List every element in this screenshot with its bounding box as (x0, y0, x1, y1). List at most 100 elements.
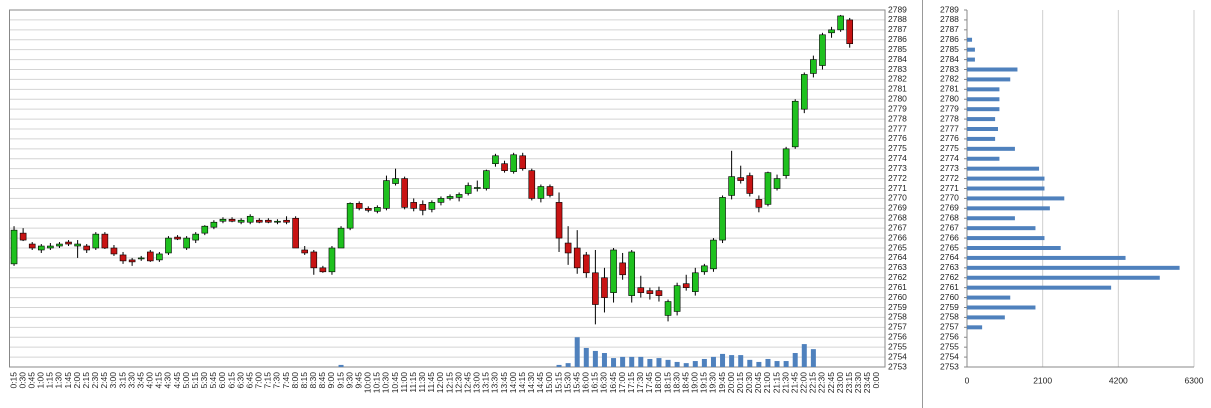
y-tick-label: 2761 (888, 282, 907, 292)
x-tick-label: 11:00 (399, 372, 409, 393)
x-tick-label: 11:30 (417, 372, 427, 393)
x-tick-label: 17:30 (635, 372, 645, 394)
volume-bar (801, 344, 807, 367)
x-tick-label: 22:30 (817, 372, 827, 394)
candle-body (392, 178, 399, 184)
y-tick-label: 2772 (888, 173, 907, 183)
x-tick-label: 14:15 (517, 372, 527, 394)
x-tick-label: 11:45 (426, 372, 436, 393)
profile-bar (967, 166, 1040, 171)
candle-body (501, 163, 508, 171)
candle-body (83, 245, 91, 251)
x-tick-label: 6:00 (217, 372, 227, 389)
candle-body (137, 257, 145, 260)
x-tick-label: 1:45 (63, 372, 73, 389)
y-tick-label: 2785 (940, 44, 959, 54)
x-tick-label: 17:00 (617, 372, 627, 394)
x-tick-label: 8:30 (308, 372, 318, 389)
y-tick-label: 2784 (940, 54, 959, 64)
profile-bar (967, 47, 975, 52)
candle-body (419, 204, 427, 211)
candle-body (601, 277, 608, 298)
y-tick-label: 2789 (940, 4, 959, 14)
candle-body (492, 155, 499, 165)
y-tick-label: 2775 (940, 143, 959, 153)
x-tick-label: 19:00 (690, 372, 700, 394)
x-tick-label: 13:00 (472, 372, 482, 394)
volume-bar (620, 356, 626, 367)
y-tick-label: 2763 (940, 262, 959, 272)
candle-body (446, 196, 454, 199)
x-tick-label: 19:45 (717, 372, 727, 394)
x-tick-label: 15:00 (544, 372, 554, 394)
volume-bar (629, 356, 635, 367)
x-tick-label: 2100 (1033, 375, 1052, 385)
x-tick-label: 10:30 (381, 372, 391, 394)
y-tick-label: 2788 (888, 14, 907, 24)
y-tick-label: 2787 (888, 24, 907, 34)
volume-bar (583, 347, 589, 367)
x-tick-label: 23:30 (853, 372, 863, 394)
volume-bar (738, 355, 744, 367)
candle-body (691, 272, 699, 292)
candle-body (292, 217, 299, 249)
x-tick-label: 13:30 (490, 372, 500, 394)
y-tick-label: 2756 (940, 332, 959, 342)
profile-bar (967, 146, 1015, 151)
x-tick-label: 16:30 (599, 372, 609, 394)
volume-bar (720, 353, 726, 367)
candle-body (428, 202, 436, 210)
candle-body (473, 187, 481, 189)
y-tick-label: 2763 (888, 262, 907, 272)
candle-body (183, 237, 190, 249)
candle-body (582, 254, 590, 274)
y-tick-label: 2770 (888, 193, 907, 203)
y-tick-label: 2783 (940, 64, 959, 74)
volume-bar (683, 363, 689, 367)
x-tick-label: 0 (965, 375, 970, 385)
candle-body (19, 232, 27, 241)
y-tick-label: 2759 (940, 302, 959, 312)
y-tick-label: 2755 (888, 341, 907, 351)
candle-body (800, 74, 808, 110)
x-tick-label: 20:00 (726, 372, 736, 394)
candle-body (555, 202, 563, 239)
volume-bar (765, 358, 771, 367)
y-tick-label: 2777 (940, 123, 959, 133)
candle-body (47, 245, 54, 249)
y-tick-label: 2776 (940, 133, 959, 143)
x-tick-label: 23:15 (844, 372, 854, 394)
candle-body (628, 251, 636, 296)
volume-bar (729, 355, 735, 367)
volume-bar (601, 353, 607, 367)
candle-body (146, 251, 154, 262)
x-tick-label: 9:45 (353, 372, 363, 389)
x-tick-label: 1:30 (54, 372, 64, 389)
candle-body (728, 176, 735, 196)
candle-body (355, 203, 363, 209)
y-tick-label: 2783 (888, 64, 907, 74)
y-tick-label: 2764 (940, 252, 959, 262)
candle-body (219, 218, 227, 222)
x-tick-label: 7:45 (281, 372, 291, 389)
x-tick-label: 2:30 (90, 372, 100, 389)
y-tick-label: 2754 (888, 351, 907, 361)
x-tick-label: 16:15 (590, 372, 600, 394)
y-tick-label: 2779 (940, 103, 959, 113)
x-tick-label: 5:45 (208, 372, 218, 389)
x-tick-label: 0:30 (17, 372, 27, 389)
x-tick-label: 12:00 (435, 372, 445, 394)
y-tick-label: 2778 (888, 113, 907, 123)
candle-body (92, 233, 100, 249)
x-tick-label: 15:30 (562, 372, 572, 394)
x-tick-label: 8:15 (299, 372, 309, 389)
profile-bar (967, 275, 1160, 280)
candle-body (701, 265, 708, 273)
candle-body (455, 194, 463, 198)
y-tick-label: 2789 (888, 4, 907, 14)
x-tick-label: 2:45 (99, 372, 109, 389)
profile-bar (967, 295, 1011, 300)
y-tick-label: 2764 (888, 252, 907, 262)
x-tick-label: 18:45 (680, 372, 690, 394)
candle-body (655, 290, 663, 296)
